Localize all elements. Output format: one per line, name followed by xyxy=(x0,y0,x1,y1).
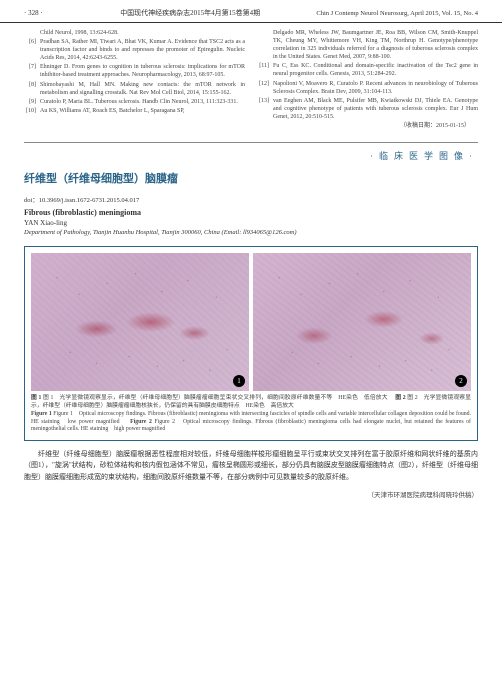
caption-fig1-en-label: Figure 1 xyxy=(31,411,52,417)
reference-text: Pradhan SA, Rather MI, Tiwari A, Bhat VK… xyxy=(40,38,245,62)
caption-fig2-label: 图 2 xyxy=(395,395,405,401)
receipt-date: （收稿日期：2015-01-15） xyxy=(257,122,478,130)
article-paragraph: 纤维型（纤维母细胞型）脑膜瘤根据恶性程度相对较低，纤维母细胞样梭形瘤细胞呈平行或… xyxy=(24,449,478,483)
journal-title-cn: 中国现代神经疾病杂志2015年4月第15卷第4期 xyxy=(64,8,316,18)
reference-number: [11] xyxy=(257,62,273,78)
article-body: 纤维型（纤维母细胞型）脑膜瘤 doi：10.3969/j.issn.1672-6… xyxy=(0,170,502,483)
figure-images-row: 1 2 xyxy=(31,253,471,391)
reference-text: Delgado MR, Wheless JW, Baumgartner JE, … xyxy=(273,29,478,61)
reference-text: Curatolo P, Maria BL. Tuberous sclerosis… xyxy=(40,98,245,106)
caption-cn-1: 图 1 光学显微镜观察显示，纤维型（纤维母细胞型）脑膜瘤瘤细胞呈束状交叉排列，细… xyxy=(43,395,394,401)
section-divider xyxy=(24,142,478,143)
article-affiliation: Department of Pathology, Tianjin Huanhu … xyxy=(24,229,478,236)
reference-number: [12] xyxy=(257,80,273,96)
figure-image-2: 2 xyxy=(253,253,471,391)
reference-item: [10]Au KS, Williams AT, Roach ES, Batche… xyxy=(24,107,245,115)
reference-text: Ehninger D. From genes to cognition in t… xyxy=(40,63,245,79)
figure-image-1: 1 xyxy=(31,253,249,391)
reference-number xyxy=(257,29,273,61)
references-right-column: Delgado MR, Wheless JW, Baumgartner JE, … xyxy=(257,29,478,130)
reference-item: [6]Pradhan SA, Rather MI, Tiwari A, Bhat… xyxy=(24,38,245,62)
reference-item: [7]Ehninger D. From genes to cognition i… xyxy=(24,63,245,79)
article-title-cn: 纤维型（纤维母细胞型）脑膜瘤 xyxy=(24,170,478,186)
reference-number: [10] xyxy=(24,107,40,115)
reference-text: van Eeghen AM, Black ME, Pulsifer MB, Kw… xyxy=(273,97,478,121)
reference-item: [11]Fu C, Ess KC. Conditional and domain… xyxy=(257,62,478,78)
reference-number: [8] xyxy=(24,81,40,97)
reference-item: Child Neurol, 1998, 13:624-628. xyxy=(24,29,245,37)
reference-item: [8]Shimobayashi M, Hall MN. Making new c… xyxy=(24,81,245,97)
reference-item: [9]Curatolo P, Maria BL. Tuberous sclero… xyxy=(24,98,245,106)
article-footer: （天津市环湖医院病理科阎晓玲供稿） xyxy=(0,483,502,499)
section-label: ·临床医学图像· xyxy=(0,147,502,170)
journal-title-en: Chin J Contemp Neurol Neurosurg, April 2… xyxy=(316,10,478,17)
reference-number: [7] xyxy=(24,63,40,79)
references-left-column: Child Neurol, 1998, 13:624-628.[6]Pradha… xyxy=(24,29,245,130)
article-author: YAN Xiao-ling xyxy=(24,219,478,227)
article-title-en: Fibrous (fibroblastic) meningioma xyxy=(24,208,478,217)
figure-number-badge: 1 xyxy=(233,375,245,387)
reference-item: [12]Napolioni V, Moavero R, Curatolo P. … xyxy=(257,80,478,96)
reference-item: Delgado MR, Wheless JW, Baumgartner JE, … xyxy=(257,29,478,61)
caption-fig2-en-label: Figure 2 xyxy=(130,419,152,425)
reference-text: Au KS, Williams AT, Roach ES, Batchelor … xyxy=(40,107,245,115)
reference-item: [13]van Eeghen AM, Black ME, Pulsifer MB… xyxy=(257,97,478,121)
references-block: Child Neurol, 1998, 13:624-628.[6]Pradha… xyxy=(0,23,502,134)
page-header: · 328 · 中国现代神经疾病杂志2015年4月第15卷第4期 Chin J … xyxy=(0,0,502,23)
figure-panel: 1 2 图 1 图 1 光学显微镜观察显示，纤维型（纤维母细胞型）脑膜瘤瘤细胞呈… xyxy=(24,246,478,441)
reference-number xyxy=(24,29,40,37)
reference-number: [13] xyxy=(257,97,273,121)
caption-fig1-label: 图 1 xyxy=(31,395,41,401)
reference-number: [9] xyxy=(24,98,40,106)
article-doi: doi：10.3969/j.issn.1672-6731.2015.04.017 xyxy=(24,194,478,204)
reference-number: [6] xyxy=(24,38,40,62)
reference-text: Fu C, Ess KC. Conditional and domain-spe… xyxy=(273,62,478,78)
reference-text: Napolioni V, Moavero R, Curatolo P. Rece… xyxy=(273,80,478,96)
reference-text: Shimobayashi M, Hall MN. Making new cont… xyxy=(40,81,245,97)
reference-text: Child Neurol, 1998, 13:624-628. xyxy=(40,29,245,37)
page-number: · 328 · xyxy=(24,9,64,17)
figure-number-badge: 2 xyxy=(455,375,467,387)
figure-caption: 图 1 图 1 光学显微镜观察显示，纤维型（纤维母细胞型）脑膜瘤瘤细胞呈束状交叉… xyxy=(31,395,471,434)
